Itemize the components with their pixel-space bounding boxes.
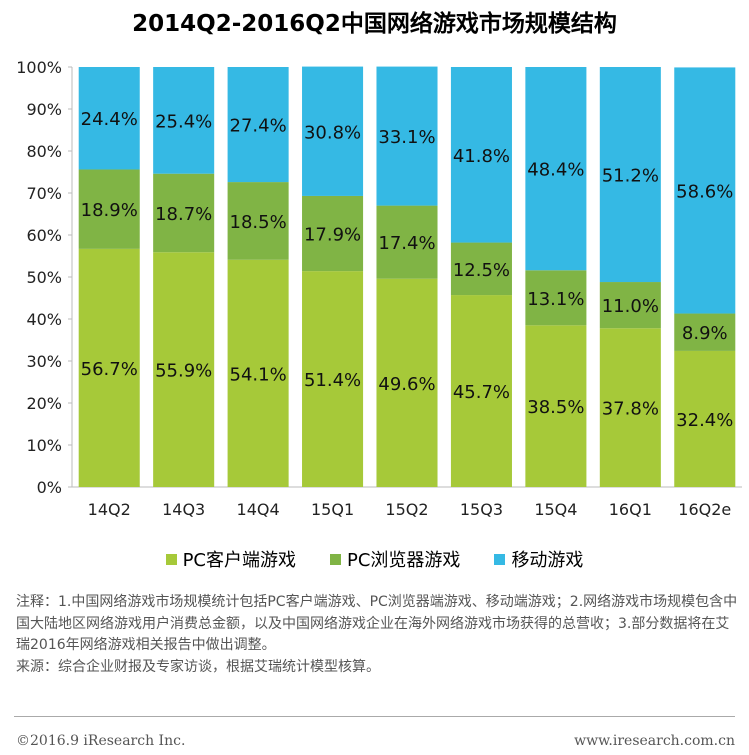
data-label: 18.5% (230, 212, 287, 233)
data-label: 30.8% (304, 122, 361, 143)
data-label: 17.9% (304, 225, 361, 246)
data-label: 18.7% (155, 204, 212, 225)
y-tick-label: 80% (26, 142, 62, 161)
bar-segment (227, 67, 289, 183)
legend-swatch (494, 553, 506, 565)
data-label: 54.1% (230, 364, 287, 385)
data-label: 32.4% (676, 410, 733, 431)
y-tick-label: 10% (26, 436, 62, 455)
y-tick-label: 50% (26, 268, 62, 287)
x-tick-label: 16Q1 (609, 500, 652, 519)
y-tick-label: 30% (26, 352, 62, 371)
bar-segment (376, 66, 438, 206)
x-tick-label: 15Q4 (534, 500, 577, 519)
data-label: 25.4% (155, 111, 212, 132)
bar-segment (525, 67, 587, 271)
bar-segment (376, 205, 438, 279)
copyright-text: ©2016.9 iResearch Inc. (16, 733, 186, 749)
y-tick-label: 40% (26, 310, 62, 329)
data-label: 17.4% (378, 233, 435, 254)
notes: 注释：1.中国网络游戏市场规模统计包括PC客户端游戏、PC浏览器端游戏、移动端游… (16, 592, 742, 678)
bar-segment (674, 350, 736, 487)
legend-item: PC浏览器游戏 (330, 546, 460, 572)
bar-segment (525, 270, 587, 326)
y-tick-label: 60% (26, 226, 62, 245)
bar-segment (599, 67, 661, 283)
y-tick-label: 70% (26, 184, 62, 203)
bar-segment (525, 325, 587, 487)
data-label: 48.4% (527, 160, 584, 181)
x-tick-label: 16Q2e (678, 500, 731, 519)
data-label: 24.4% (81, 109, 138, 130)
legend-swatch (165, 553, 177, 565)
bar-segment (302, 271, 364, 487)
legend: PC客户端游戏 PC浏览器游戏 移动游戏 (0, 546, 749, 572)
data-label: 38.5% (527, 397, 584, 418)
data-label: 45.7% (453, 382, 510, 403)
legend-label: PC客户端游戏 (182, 550, 296, 571)
x-tick-label: 15Q1 (311, 500, 354, 519)
data-label: 51.2% (602, 166, 659, 187)
website-link[interactable]: www.iresearch.com.cn (574, 733, 735, 749)
x-tick-label: 14Q4 (237, 500, 280, 519)
bar-segment (674, 67, 736, 314)
y-tick-label: 0% (37, 478, 62, 497)
data-label: 56.7% (81, 359, 138, 380)
y-tick-label: 100% (16, 58, 62, 77)
bar-segment (599, 282, 661, 329)
data-label: 49.6% (378, 374, 435, 395)
legend-item: PC客户端游戏 (165, 546, 296, 572)
chart-title: 2014Q2-2016Q2中国网络游戏市场规模结构 (132, 11, 617, 37)
x-tick-label: 15Q3 (460, 500, 503, 519)
data-label: 11.0% (602, 296, 659, 317)
bar-segment (227, 259, 289, 487)
data-label: 13.1% (527, 289, 584, 310)
data-label: 41.8% (453, 146, 510, 167)
data-label: 37.8% (602, 399, 659, 420)
bar-segment (153, 252, 215, 487)
source-text: 来源：综合企业财报及专家访谈，根据艾瑞统计模型核算。 (16, 658, 380, 675)
bar-segment (153, 67, 215, 174)
bar-segment (78, 248, 140, 487)
data-label: 27.4% (230, 116, 287, 137)
bar-segment (302, 66, 364, 196)
bar-segment (78, 169, 140, 249)
data-label: 33.1% (378, 127, 435, 148)
bar-segment (450, 67, 512, 243)
bar-segment (599, 328, 661, 487)
data-label: 12.5% (453, 260, 510, 281)
bar-segment (674, 313, 736, 351)
y-tick-label: 20% (26, 394, 62, 413)
footer-divider (14, 716, 735, 717)
bar-segment (376, 278, 438, 487)
data-label: 8.9% (682, 323, 728, 344)
x-tick-label: 14Q2 (88, 500, 131, 519)
data-label: 58.6% (676, 181, 733, 202)
legend-swatch (330, 553, 341, 565)
data-label: 18.9% (81, 200, 138, 221)
y-tick-label: 90% (26, 100, 62, 119)
legend-label: PC浏览器游戏 (347, 550, 461, 571)
data-label: 55.9% (155, 361, 212, 382)
bar-segment (450, 242, 512, 296)
x-tick-label: 15Q2 (385, 500, 428, 519)
x-tick-label: 14Q3 (162, 500, 205, 519)
bar-segment (153, 173, 215, 253)
legend-label: 移动游戏 (511, 550, 584, 571)
bar-segment (302, 195, 364, 272)
note-text: 注释：1.中国网络游戏市场规模统计包括PC客户端游戏、PC浏览器端游戏、移动端游… (16, 594, 738, 653)
bar-segment (227, 182, 289, 260)
bar-segment (450, 295, 512, 487)
bar-segment (78, 67, 140, 170)
data-label: 51.4% (304, 370, 361, 391)
legend-item: 移动游戏 (494, 546, 583, 572)
stacked-bar-chart: 0% 10% 20% 30% 40% 50% 60% 70% 80% 90% 100% 56.7% 18… (16, 58, 742, 519)
